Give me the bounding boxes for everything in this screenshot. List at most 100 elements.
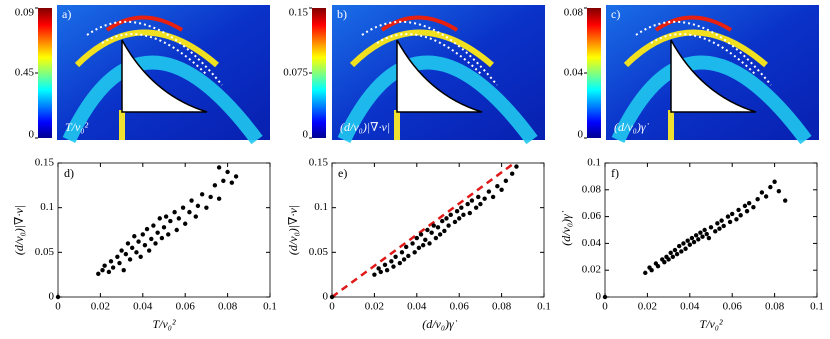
x-tick-label: 0.1 <box>810 301 824 313</box>
panel-label: b) <box>337 7 347 21</box>
data-point <box>704 231 709 237</box>
data-point <box>199 192 205 197</box>
x-axis-label: (d/v₀)γ̇ <box>422 317 458 331</box>
data-point <box>702 227 707 233</box>
x-tick-label: 0.04 <box>133 301 153 313</box>
heatmap-band <box>380 15 459 32</box>
data-point <box>378 269 383 275</box>
data-point <box>486 189 492 194</box>
data-point <box>689 235 695 241</box>
data-point <box>476 194 481 200</box>
data-point <box>393 254 398 259</box>
data-point <box>119 248 124 253</box>
data-point <box>687 242 692 247</box>
panel-label: d) <box>64 166 74 180</box>
data-point <box>193 214 198 219</box>
data-point <box>437 232 443 237</box>
data-point <box>176 216 182 221</box>
data-point <box>755 196 760 202</box>
colorbar-tick-label: 0 <box>578 129 584 141</box>
heatmap-band <box>349 29 494 68</box>
data-point <box>698 230 703 235</box>
heatmap-stem <box>394 110 400 140</box>
panel-label: c) <box>611 7 620 21</box>
dotted-contour <box>361 20 498 86</box>
data-point <box>410 241 415 246</box>
data-point <box>514 164 519 169</box>
heatmap-band <box>74 29 219 68</box>
data-point <box>713 229 718 234</box>
data-point <box>738 213 743 218</box>
y-tick-label: 0.1 <box>314 201 328 213</box>
data-point <box>440 218 445 224</box>
data-point <box>153 241 158 246</box>
plot-frame <box>604 162 818 298</box>
data-point <box>744 209 750 214</box>
y-tick-label: 0.05 <box>35 246 55 258</box>
data-point <box>151 223 156 228</box>
colorbar-tick-label: 0.075 <box>283 67 308 79</box>
data-point <box>742 203 748 209</box>
colorbar <box>312 8 326 138</box>
data-point <box>495 184 500 189</box>
y-tick-label: 0.15 <box>309 157 329 169</box>
data-point <box>490 194 496 200</box>
y-tick-label: 0.1 <box>40 201 54 213</box>
data-point <box>110 265 116 270</box>
x-tick-label: 0.04 <box>680 301 700 313</box>
data-point <box>329 294 335 300</box>
x-tick-label: 0.06 <box>723 301 743 313</box>
data-point <box>725 214 731 219</box>
data-point <box>425 227 430 233</box>
data-point <box>457 216 462 221</box>
data-point <box>668 250 673 255</box>
data-point <box>448 212 453 218</box>
data-point <box>159 235 165 241</box>
x-tick-label: 0.08 <box>492 301 512 313</box>
data-point <box>670 254 676 259</box>
data-point <box>161 225 167 230</box>
data-point <box>229 180 235 185</box>
data-point <box>693 233 699 238</box>
data-point <box>208 194 213 200</box>
data-point <box>412 250 417 255</box>
data-point <box>391 264 396 269</box>
data-point <box>225 169 230 175</box>
data-point <box>454 209 460 214</box>
data-point <box>772 179 777 184</box>
data-point <box>106 269 112 275</box>
data-point <box>134 250 139 255</box>
y-tick-label: 0.08 <box>582 183 602 195</box>
data-point <box>473 205 479 210</box>
heatmap-band <box>611 55 812 145</box>
data-point <box>399 250 405 255</box>
data-point <box>685 238 690 243</box>
data-point <box>157 216 162 221</box>
data-point <box>130 245 135 251</box>
data-point <box>751 205 756 210</box>
data-point <box>418 232 424 237</box>
dotted-contour <box>650 33 757 76</box>
data-point <box>427 241 432 246</box>
colorbar-tick-label: 0 <box>303 129 309 141</box>
data-point <box>372 272 377 277</box>
y-axis-label: (d/v₀)|∇·v| <box>286 205 300 255</box>
data-point <box>187 209 192 215</box>
data-point <box>459 205 464 210</box>
y-tick-label: 0.05 <box>309 246 329 258</box>
data-point <box>414 235 419 241</box>
data-point <box>146 248 152 253</box>
heatmap-band <box>105 15 184 32</box>
data-point <box>102 263 107 268</box>
data-point <box>389 259 394 264</box>
x-tick-label: 0.08 <box>765 301 785 313</box>
data-point <box>123 251 129 257</box>
data-point <box>700 234 705 239</box>
data-point <box>467 210 472 216</box>
annotation: (d/v₀)γ̇ <box>614 120 650 134</box>
x-tick-label: 0.1 <box>263 301 277 313</box>
data-point <box>442 228 447 234</box>
y-tick-label: 0.04 <box>582 237 602 249</box>
data-point <box>401 257 407 262</box>
panel-label: f) <box>611 166 619 180</box>
